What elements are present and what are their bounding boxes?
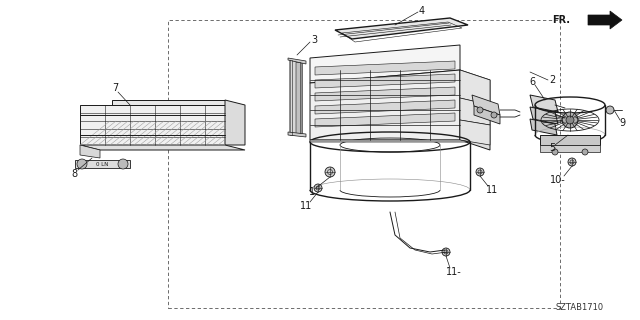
Polygon shape (540, 145, 600, 152)
Circle shape (582, 149, 588, 155)
Polygon shape (460, 98, 490, 125)
Text: 10-: 10- (550, 175, 566, 185)
Text: 11-: 11- (446, 267, 462, 277)
Text: SZTAB1710: SZTAB1710 (556, 303, 604, 313)
Polygon shape (80, 145, 245, 150)
Polygon shape (530, 95, 558, 112)
Circle shape (568, 158, 576, 166)
Polygon shape (112, 100, 225, 105)
Polygon shape (474, 106, 500, 124)
Polygon shape (460, 70, 490, 150)
Polygon shape (460, 120, 490, 145)
Circle shape (566, 116, 574, 124)
Circle shape (118, 159, 128, 169)
Text: 11: 11 (486, 185, 498, 195)
Polygon shape (75, 160, 130, 168)
Text: 1: 1 (309, 187, 315, 197)
Polygon shape (315, 74, 455, 88)
Circle shape (552, 149, 558, 155)
Circle shape (476, 168, 484, 176)
Polygon shape (540, 135, 600, 145)
Polygon shape (310, 70, 460, 140)
Polygon shape (460, 70, 490, 105)
Text: 0 LN: 0 LN (96, 162, 108, 166)
Polygon shape (530, 119, 557, 135)
Polygon shape (288, 58, 306, 64)
Circle shape (442, 248, 450, 256)
Text: 9: 9 (619, 118, 625, 128)
Circle shape (325, 167, 335, 177)
Polygon shape (225, 100, 245, 145)
Polygon shape (80, 105, 225, 145)
Polygon shape (310, 45, 460, 83)
Text: 6: 6 (529, 77, 535, 87)
Text: 4: 4 (419, 6, 425, 16)
Polygon shape (288, 132, 306, 137)
Circle shape (606, 106, 614, 114)
Circle shape (477, 107, 483, 113)
Polygon shape (310, 140, 470, 142)
Text: 5: 5 (549, 143, 555, 153)
Polygon shape (530, 107, 558, 124)
Polygon shape (472, 95, 500, 115)
Text: 2: 2 (549, 75, 555, 85)
Polygon shape (315, 113, 455, 127)
Circle shape (562, 112, 578, 128)
Polygon shape (335, 18, 468, 39)
Polygon shape (588, 11, 622, 29)
Text: FR.: FR. (552, 15, 570, 25)
Polygon shape (315, 100, 455, 114)
Polygon shape (290, 60, 302, 135)
Circle shape (77, 159, 87, 169)
Circle shape (314, 184, 322, 192)
Polygon shape (296, 62, 302, 134)
Polygon shape (80, 145, 100, 158)
Text: 7: 7 (112, 83, 118, 93)
Polygon shape (315, 87, 455, 101)
Text: 11: 11 (300, 201, 312, 211)
Text: 8: 8 (71, 169, 77, 179)
Polygon shape (315, 61, 455, 75)
Text: 3: 3 (311, 35, 317, 45)
Circle shape (491, 112, 497, 118)
